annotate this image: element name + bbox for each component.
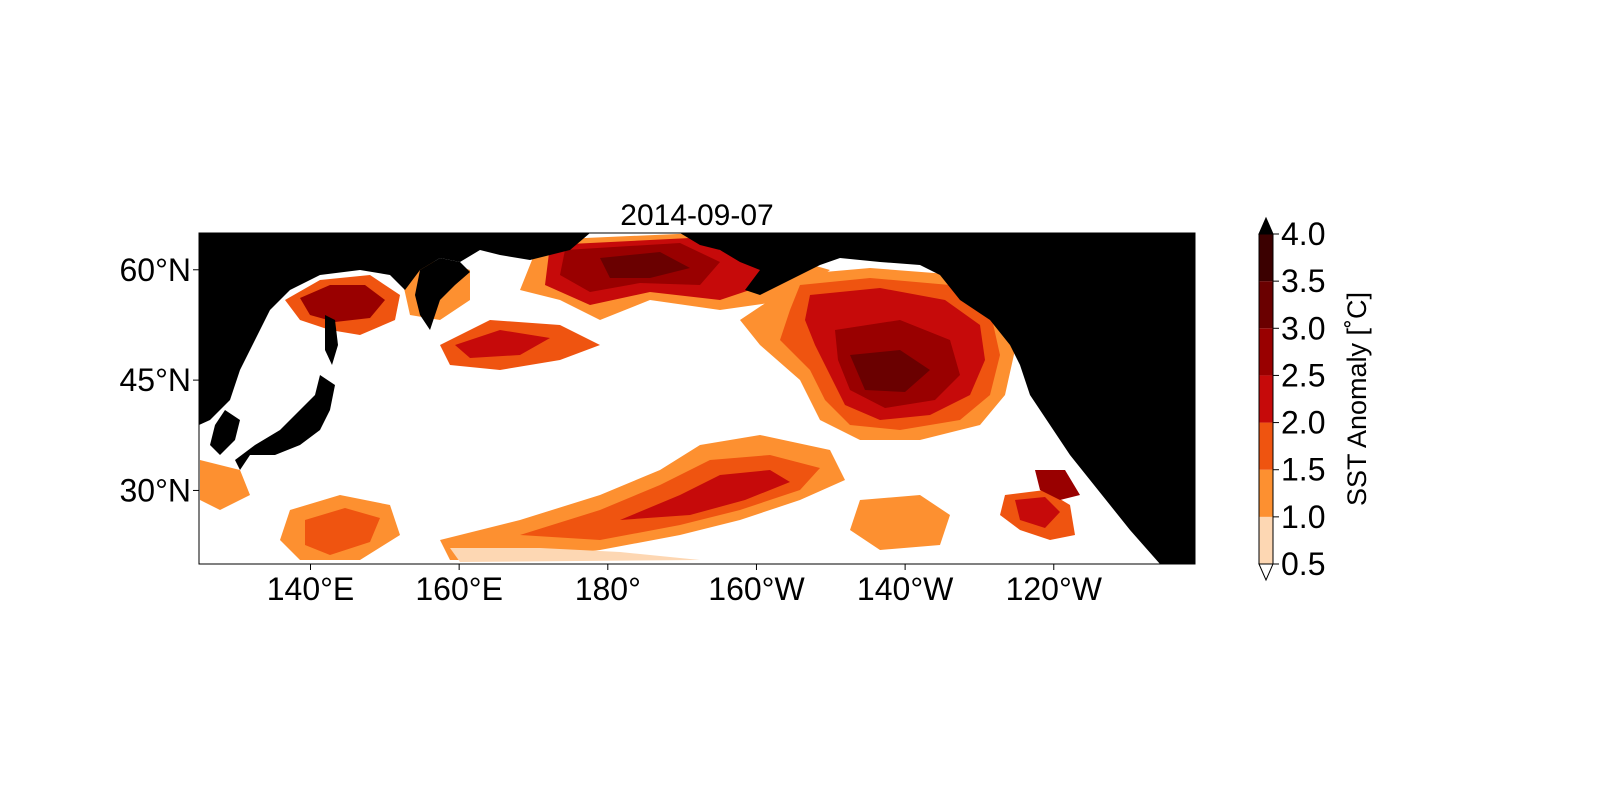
colorbar-tick-label: 3.0 — [1281, 310, 1325, 346]
x-tick-label: 120°W — [1006, 571, 1103, 607]
anomaly-region-ne-pacific — [740, 268, 1015, 440]
colorbar-segments — [1259, 234, 1273, 564]
colorbar-segment — [1259, 375, 1273, 423]
anomaly-region-west-pacific — [200, 460, 950, 560]
map-x-axis: 140°E 160°E 180° 160°W 140°W 120°W — [267, 564, 1103, 607]
y-tick-label: 45°N — [120, 362, 192, 398]
colorbar-ticks: 0.5 1.0 1.5 2.0 2.5 3.0 3.5 4.0 — [1273, 216, 1325, 582]
x-tick-label: 140°W — [857, 571, 954, 607]
colorbar-segment — [1259, 469, 1273, 517]
x-tick-label: 160°E — [415, 571, 503, 607]
land-masses — [199, 233, 1195, 564]
anomaly-region-subtropical — [440, 435, 845, 562]
sst-anomaly-field — [200, 233, 1080, 562]
land-kamchatka — [415, 258, 470, 330]
colorbar-segment — [1259, 328, 1273, 376]
land-japan — [235, 375, 335, 470]
map-panel: 140°E 160°E 180° 160°W 140°W 120°W 30°N 45°N 60… — [120, 232, 1196, 607]
anomaly-region-california — [1000, 470, 1080, 540]
colorbar-under-arrow — [1258, 563, 1274, 582]
x-tick-label: 180° — [575, 571, 641, 607]
colorbar-segment — [1259, 422, 1273, 470]
x-tick-label: 160°W — [708, 571, 805, 607]
map-frame — [198, 232, 1196, 565]
map-title: 2014-09-07 — [620, 199, 773, 232]
y-tick-label: 60°N — [120, 252, 192, 288]
colorbar-tick-label: 3.5 — [1281, 263, 1325, 299]
colorbar-tick-label: 0.5 — [1281, 546, 1325, 582]
colorbar-frame — [1258, 233, 1274, 565]
colorbar: 0.5 1.0 1.5 2.0 2.5 3.0 3.5 4.0 SST Anomaly [˚C… — [1258, 216, 1372, 582]
colorbar-segment — [1259, 234, 1273, 282]
x-tick-label: 140°E — [267, 571, 355, 607]
land-korea — [210, 410, 240, 455]
colorbar-tick-label: 1.0 — [1281, 499, 1325, 535]
colorbar-tick-label: 2.0 — [1281, 405, 1325, 441]
y-tick-label: 30°N — [120, 472, 192, 508]
map-y-axis: 30°N 45°N 60°N — [120, 252, 199, 508]
land-asia-russia — [199, 233, 590, 425]
colorbar-tick-label: 4.0 — [1281, 216, 1325, 252]
anomaly-region-central-band — [440, 320, 600, 370]
colorbar-over-arrow — [1258, 216, 1274, 235]
colorbar-segment — [1259, 281, 1273, 329]
land-sakhalin — [325, 315, 338, 365]
colorbar-label: SST Anomaly [˚C] — [1342, 292, 1372, 506]
colorbar-segment — [1259, 516, 1273, 564]
colorbar-tick-label: 1.5 — [1281, 452, 1325, 488]
land-alaska-canada — [680, 233, 1195, 564]
colorbar-tick-label: 2.5 — [1281, 357, 1325, 393]
